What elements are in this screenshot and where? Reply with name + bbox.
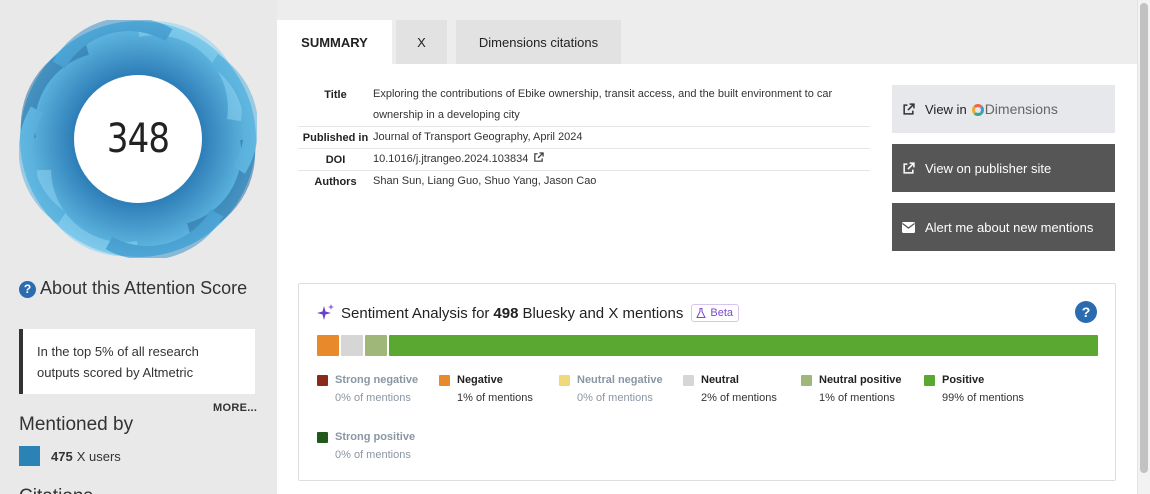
meta-key-doi: DOI xyxy=(325,154,346,166)
x-users-row[interactable]: 475 X users xyxy=(19,446,121,466)
beta-label: Beta xyxy=(710,307,733,319)
legend-label: Neutral xyxy=(701,374,739,386)
alert-mentions-label: Alert me about new mentions xyxy=(925,219,1094,235)
flask-icon xyxy=(696,308,707,318)
sentiment-heading: Sentiment Analysis for 498 Bluesky and X… xyxy=(317,304,739,322)
legend-swatch xyxy=(317,375,328,386)
question-circle-icon[interactable]: ? xyxy=(19,281,36,298)
meta-key-authors: Authors xyxy=(314,176,357,188)
legend-percent: 1% of mentions xyxy=(457,392,533,404)
external-link-icon xyxy=(903,102,915,115)
x-users-label: X users xyxy=(76,448,121,464)
doi-link[interactable]: 10.1016/j.jtrangeo.2024.103834 xyxy=(373,153,529,165)
sentiment-segment-positive xyxy=(389,335,1098,356)
envelope-icon xyxy=(902,221,915,233)
more-link[interactable]: MORE... xyxy=(213,402,258,414)
tab-dimensions-citations[interactable]: Dimensions citations xyxy=(456,20,621,64)
meta-key-title: Title xyxy=(324,89,347,101)
sparkle-icon xyxy=(317,304,334,320)
beta-badge: Beta xyxy=(691,304,739,322)
dimensions-logo-text: Dimensions xyxy=(984,101,1058,117)
x-users-count: 475 xyxy=(51,448,73,464)
dimensions-logo: Dimensions xyxy=(971,101,1058,117)
sentiment-count: 498 xyxy=(493,304,519,322)
x-users-swatch xyxy=(19,446,40,466)
meta-val-title: Exploring the contributions of Ebike own… xyxy=(373,88,833,121)
meta-row-authors: Authors Shan Sun, Liang Guo, Shuo Yang, … xyxy=(298,171,870,192)
attention-score-donut-icon[interactable] xyxy=(19,20,257,258)
meta-row-title: Title Exploring the contributions of Ebi… xyxy=(298,84,870,127)
meta-row-published: Published in Journal of Transport Geogra… xyxy=(298,127,870,149)
dimensions-ring-icon xyxy=(971,104,984,116)
sentiment-segment-negative xyxy=(317,335,339,356)
about-score-heading[interactable]: ? About this Attention Score xyxy=(19,278,249,299)
meta-val-doi[interactable]: 10.1016/j.jtrangeo.2024.103834 xyxy=(373,149,870,170)
legend-label: Strong positive xyxy=(335,431,416,443)
legend-swatch xyxy=(801,375,812,386)
sentiment-segment-neutral-positive xyxy=(365,335,387,356)
legend-label: Positive xyxy=(942,374,985,386)
citations-heading: Citations xyxy=(19,486,93,494)
legend-swatch xyxy=(317,432,328,443)
publication-metadata: Title Exploring the contributions of Ebi… xyxy=(298,84,870,192)
sentiment-bar xyxy=(317,335,1098,356)
legend-label: Neutral negative xyxy=(577,374,663,386)
view-in-label: View in xyxy=(925,101,967,117)
tab-summary[interactable]: SUMMARY xyxy=(277,20,392,64)
legend-swatch xyxy=(683,375,694,386)
legend-percent: 0% of mentions xyxy=(335,449,411,461)
legend-percent: 2% of mentions xyxy=(701,392,777,404)
sentiment-help-icon[interactable]: ? xyxy=(1075,301,1097,323)
about-score-title[interactable]: About this Attention Score xyxy=(40,278,248,298)
legend-label: Negative xyxy=(457,374,503,386)
scrollbar-thumb[interactable] xyxy=(1140,3,1148,473)
external-link-icon xyxy=(903,161,915,174)
mentioned-by-heading: Mentioned by xyxy=(19,414,134,435)
legend-label: Neutral positive xyxy=(819,374,902,386)
legend-percent: 0% of mentions xyxy=(577,392,653,404)
score-context-card: In the top 5% of all research outputs sc… xyxy=(19,329,255,394)
sidebar: 348 ? About this Attention Score In the t… xyxy=(0,0,277,494)
meta-key-published: Published in xyxy=(302,132,369,144)
view-in-dimensions-button[interactable]: View in Dimensions xyxy=(892,85,1115,133)
legend-label: Strong negative xyxy=(335,374,419,386)
sentiment-analysis-card: Sentiment Analysis for 498 Bluesky and X… xyxy=(298,283,1116,481)
page-scrollbar[interactable] xyxy=(1137,0,1150,494)
legend-swatch xyxy=(439,375,450,386)
sentiment-segment-neutral xyxy=(341,335,363,356)
view-on-publisher-label: View on publisher site xyxy=(925,160,1052,176)
tab-bar: SUMMARY X Dimensions citations xyxy=(277,0,1137,64)
meta-val-published: Journal of Transport Geography, April 20… xyxy=(373,131,583,143)
legend-percent: 1% of mentions xyxy=(819,392,895,404)
tab-x[interactable]: X xyxy=(396,20,447,64)
sentiment-prefix: Sentiment Analysis for xyxy=(341,304,490,322)
alert-mentions-button[interactable]: Alert me about new mentions xyxy=(892,203,1115,251)
sentiment-suffix: Bluesky and X mentions xyxy=(522,304,684,322)
meta-row-doi: DOI 10.1016/j.jtrangeo.2024.103834 xyxy=(298,149,870,171)
legend-swatch xyxy=(559,375,570,386)
external-link-icon[interactable] xyxy=(533,152,545,163)
view-on-publisher-button[interactable]: View on publisher site xyxy=(892,144,1115,192)
attention-score-value: 348 xyxy=(106,116,170,162)
meta-val-authors: Shan Sun, Liang Guo, Shuo Yang, Jason Ca… xyxy=(373,175,597,187)
legend-swatch xyxy=(924,375,935,386)
legend-percent: 0% of mentions xyxy=(335,392,411,404)
legend-percent: 99% of mentions xyxy=(942,392,1024,404)
